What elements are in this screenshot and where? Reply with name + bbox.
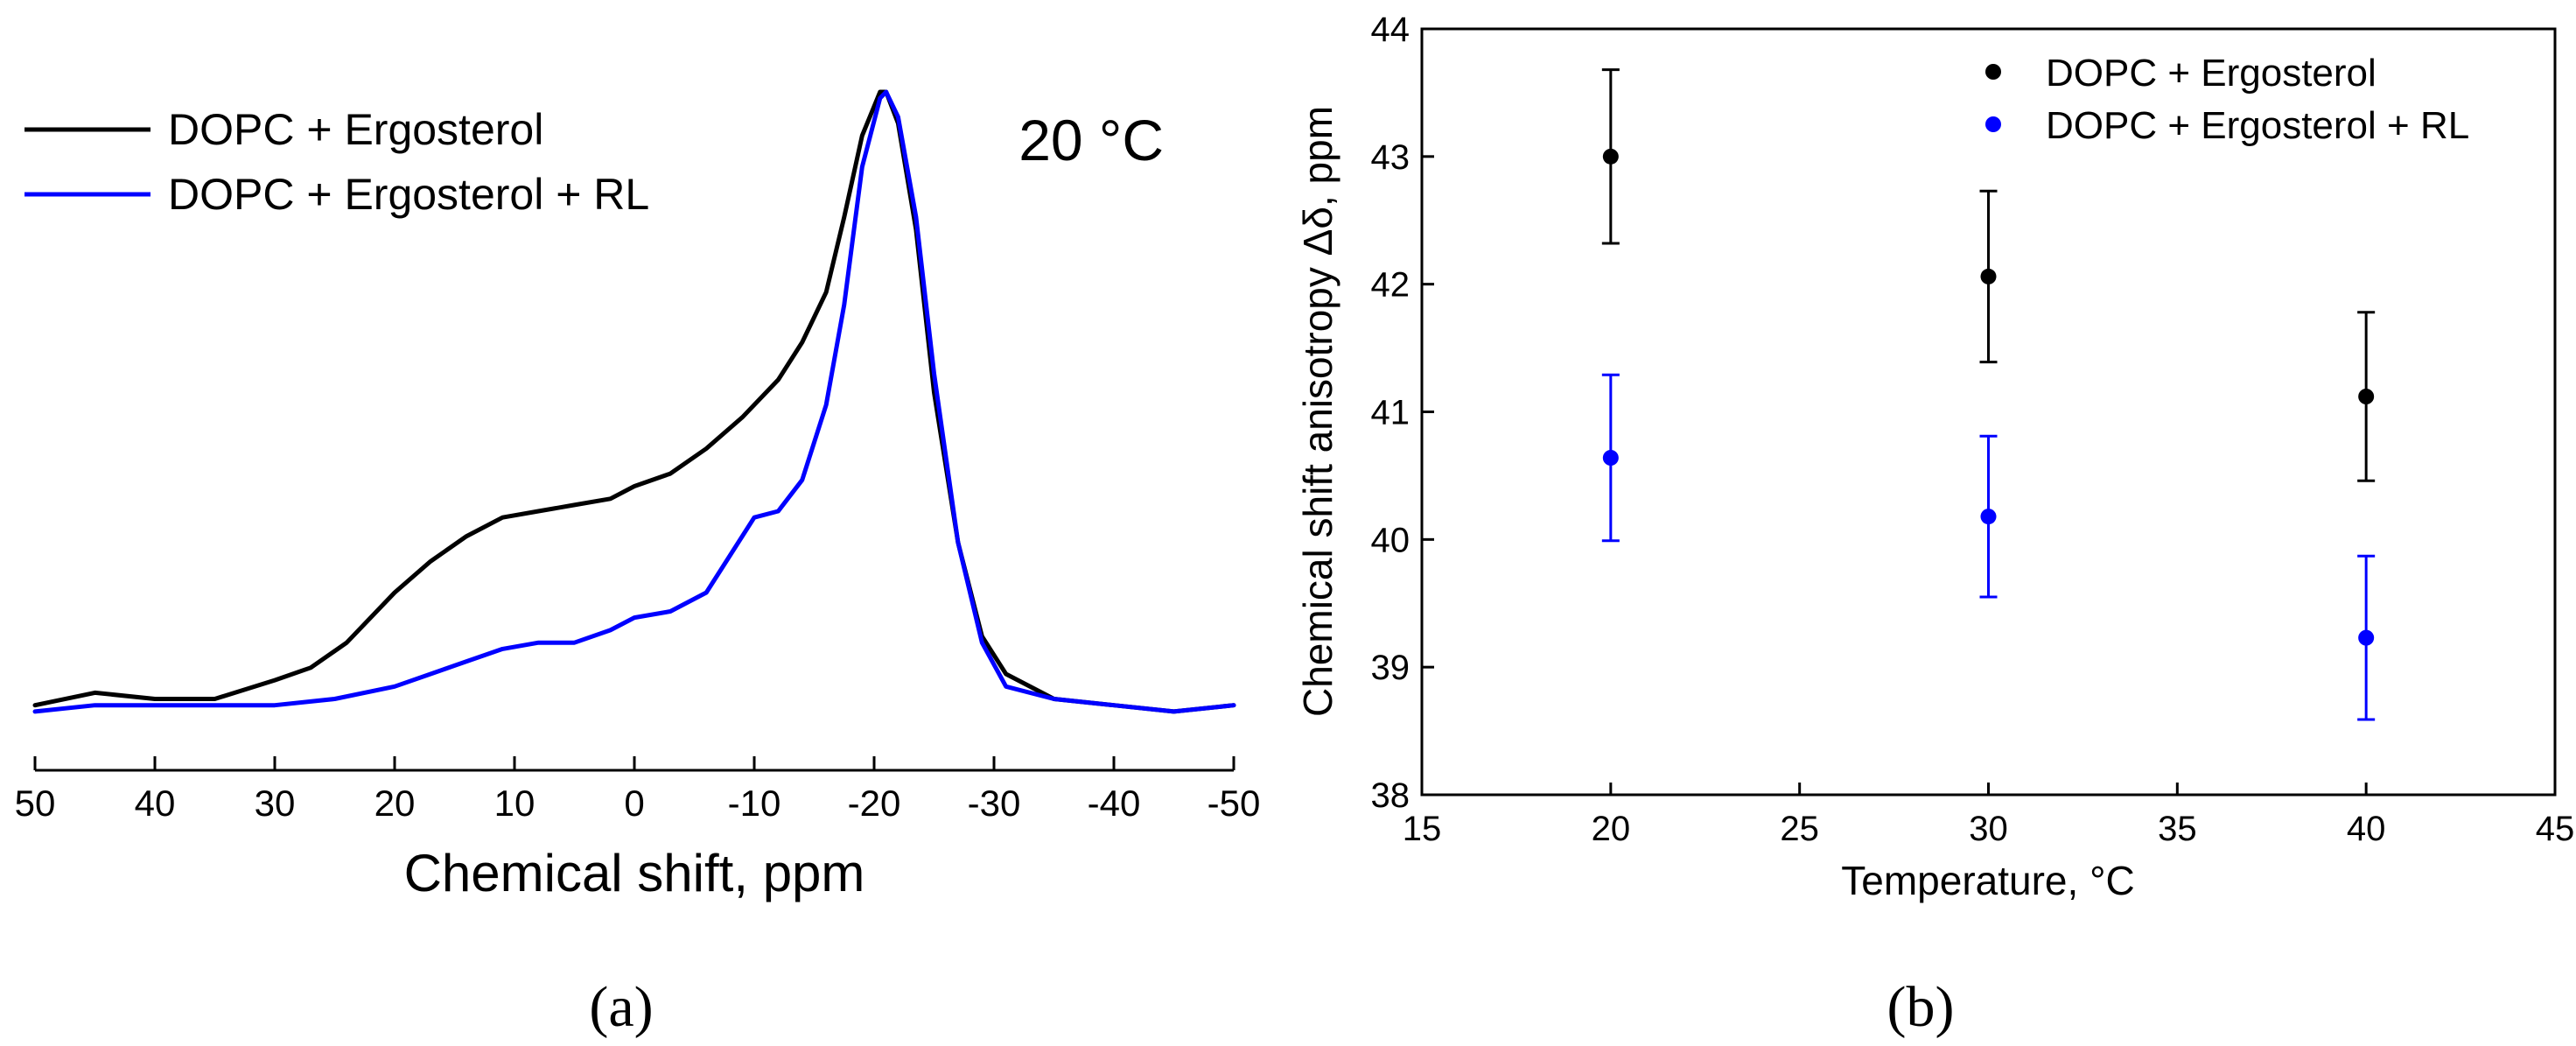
panel-a-caption-label: (a) bbox=[589, 975, 653, 1039]
panel-a-legend-label-0: DOPC + Ergosterol bbox=[168, 105, 543, 154]
panel-b-x-tick-label: 40 bbox=[2347, 810, 2386, 848]
panel-a-x-tick-label: 30 bbox=[255, 783, 296, 824]
panel-b-legend-label-0: DOPC + Ergosterol bbox=[2046, 52, 2376, 95]
panel-b-point-series-1 bbox=[1980, 509, 1997, 525]
panel-a-x-tick-label: -40 bbox=[1088, 783, 1141, 824]
panel-b-point-series-1 bbox=[2358, 629, 2375, 646]
panel-a-series bbox=[32, 89, 1236, 714]
panel-b-y-axis-label: Chemical shift anisotropy Δδ, ppm bbox=[1295, 106, 1340, 717]
panel-b-point-series-0 bbox=[2358, 389, 2375, 404]
panel-b-x-tick-label: 35 bbox=[2158, 810, 2197, 848]
panel-a-x-tick-label: 20 bbox=[374, 783, 416, 824]
panel-b-x-axis-label: Temperature, °C bbox=[1841, 858, 2134, 903]
panel-a-x-tick-label: 0 bbox=[624, 783, 644, 824]
panel-b-y-tick-label: 39 bbox=[1371, 649, 1410, 687]
panel-a-temperature-annotation: 20 °C bbox=[1018, 108, 1164, 172]
panel-b-caption-label: (b) bbox=[1887, 975, 1955, 1039]
panel-a-x-tick-label: -10 bbox=[728, 783, 781, 824]
panel-b-point-series-0 bbox=[1980, 268, 1997, 284]
panel-b-y-tick-label: 41 bbox=[1371, 394, 1410, 432]
panel-b: 15 20 25 30 35 40 45 38 39 40 41 42 43 44 DOPC + Ergo… bbox=[1295, 11, 2574, 1039]
panel-b-y-tick-label: 42 bbox=[1371, 266, 1410, 305]
panel-b-point-series-0 bbox=[1602, 148, 1619, 165]
panel-b-legend: DOPC + Ergosterol DOPC + Ergosterol + RL bbox=[1985, 52, 2469, 147]
panel-b-x-tick-label: 45 bbox=[2536, 810, 2575, 848]
panel-b-x-tick-label: 15 bbox=[1403, 810, 1442, 848]
panel-a-x-tick-label: 10 bbox=[494, 783, 536, 824]
panel-b-y-tick-label: 43 bbox=[1371, 138, 1410, 177]
panel-a-legend: DOPC + Ergosterol DOPC + Ergosterol + RL bbox=[24, 105, 649, 219]
panel-a: 50 40 30 20 10 0 -10 -20 -30 -40 -50 20 °C DOPC + … bbox=[15, 89, 1261, 1039]
panel-b-y-tick-label: 44 bbox=[1371, 11, 1410, 49]
panel-b-point-series-1 bbox=[1602, 450, 1619, 466]
panel-b-x-tick-label: 30 bbox=[1969, 810, 2008, 848]
panel-a-x-tick-label: -30 bbox=[968, 783, 1021, 824]
panel-a-x-axis-label: Chemical shift, ppm bbox=[404, 844, 865, 902]
panel-b-x-tick-label: 20 bbox=[1592, 810, 1631, 848]
panel-b-legend-label-1: DOPC + Ergosterol + RL bbox=[2046, 104, 2469, 147]
panel-b-series bbox=[1601, 68, 2376, 721]
panel-b-x-tick-label: 25 bbox=[1780, 810, 1819, 848]
panel-a-x-tick-label: -50 bbox=[1208, 783, 1261, 824]
panel-a-x-tick-label: -20 bbox=[848, 783, 901, 824]
panel-b-y-tick-label: 38 bbox=[1371, 776, 1410, 815]
panel-a-x-tick-label: 40 bbox=[135, 783, 176, 824]
panel-a-series-line-1 bbox=[32, 89, 1236, 714]
panel-a-x-ticks: 50 40 30 20 10 0 -10 -20 -30 -40 -50 bbox=[15, 756, 1261, 824]
panel-a-legend-label-1: DOPC + Ergosterol + RL bbox=[168, 170, 649, 219]
panel-b-y-tick-label: 40 bbox=[1371, 521, 1410, 559]
panel-b-legend-marker-1 bbox=[1985, 116, 2001, 132]
panel-a-x-tick-label: 50 bbox=[15, 783, 56, 824]
panel-b-legend-marker-0 bbox=[1985, 64, 2001, 80]
panel-b-ticks: 15 20 25 30 35 40 45 38 39 40 41 42 43 44 bbox=[1371, 11, 2575, 848]
